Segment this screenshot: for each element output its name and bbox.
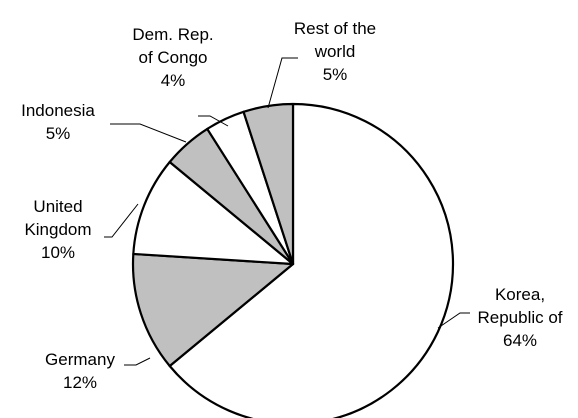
leader-line: [104, 203, 139, 238]
pie-slice-rest-of-the-world: [242, 102, 295, 266]
slice-category: of Congo: [139, 48, 208, 67]
slice-category: Rest of the: [294, 19, 376, 38]
leader-lines: [104, 57, 470, 366]
slice-percent: 5%: [46, 124, 71, 143]
slice-category: world: [314, 42, 356, 61]
slice-percent: 4%: [161, 71, 186, 90]
slice-category: Indonesia: [21, 101, 95, 120]
slice-percent: 64%: [503, 331, 537, 350]
leader-line: [110, 123, 187, 143]
pie-slices: [131, 102, 455, 418]
slice-label: Indonesia 5%: [21, 101, 95, 143]
slice-labels: Korea, Republic of 64% Germany 12% United King…: [21, 19, 563, 392]
slice-category: Kingdom: [24, 220, 91, 239]
leader-line: [437, 312, 470, 329]
slice-label: Korea, Republic of 64%: [477, 285, 562, 350]
leader-line: [267, 57, 298, 109]
pie-slice-germany: [131, 252, 295, 368]
leader-line: [198, 115, 229, 127]
slice-percent: 5%: [323, 65, 348, 84]
pie-slice-korea-republic-of: [168, 102, 455, 418]
slice-percent: 12%: [63, 373, 97, 392]
slice-category: Germany: [45, 350, 115, 369]
slice-label: United Kingdom 10%: [24, 197, 91, 262]
slice-category: Korea,: [495, 285, 545, 304]
leader-line: [124, 357, 151, 366]
slice-label: Rest of the world 5%: [294, 19, 376, 84]
slice-category: Dem. Rep.: [132, 25, 213, 44]
slice-category: Republic of: [477, 308, 562, 327]
slice-category: United: [33, 197, 82, 216]
pie-slice-united-kingdom: [132, 160, 295, 266]
slice-label: Dem. Rep. of Congo 4%: [132, 25, 213, 90]
slice-percent: 10%: [41, 243, 75, 262]
slice-label: Germany 12%: [45, 350, 115, 392]
